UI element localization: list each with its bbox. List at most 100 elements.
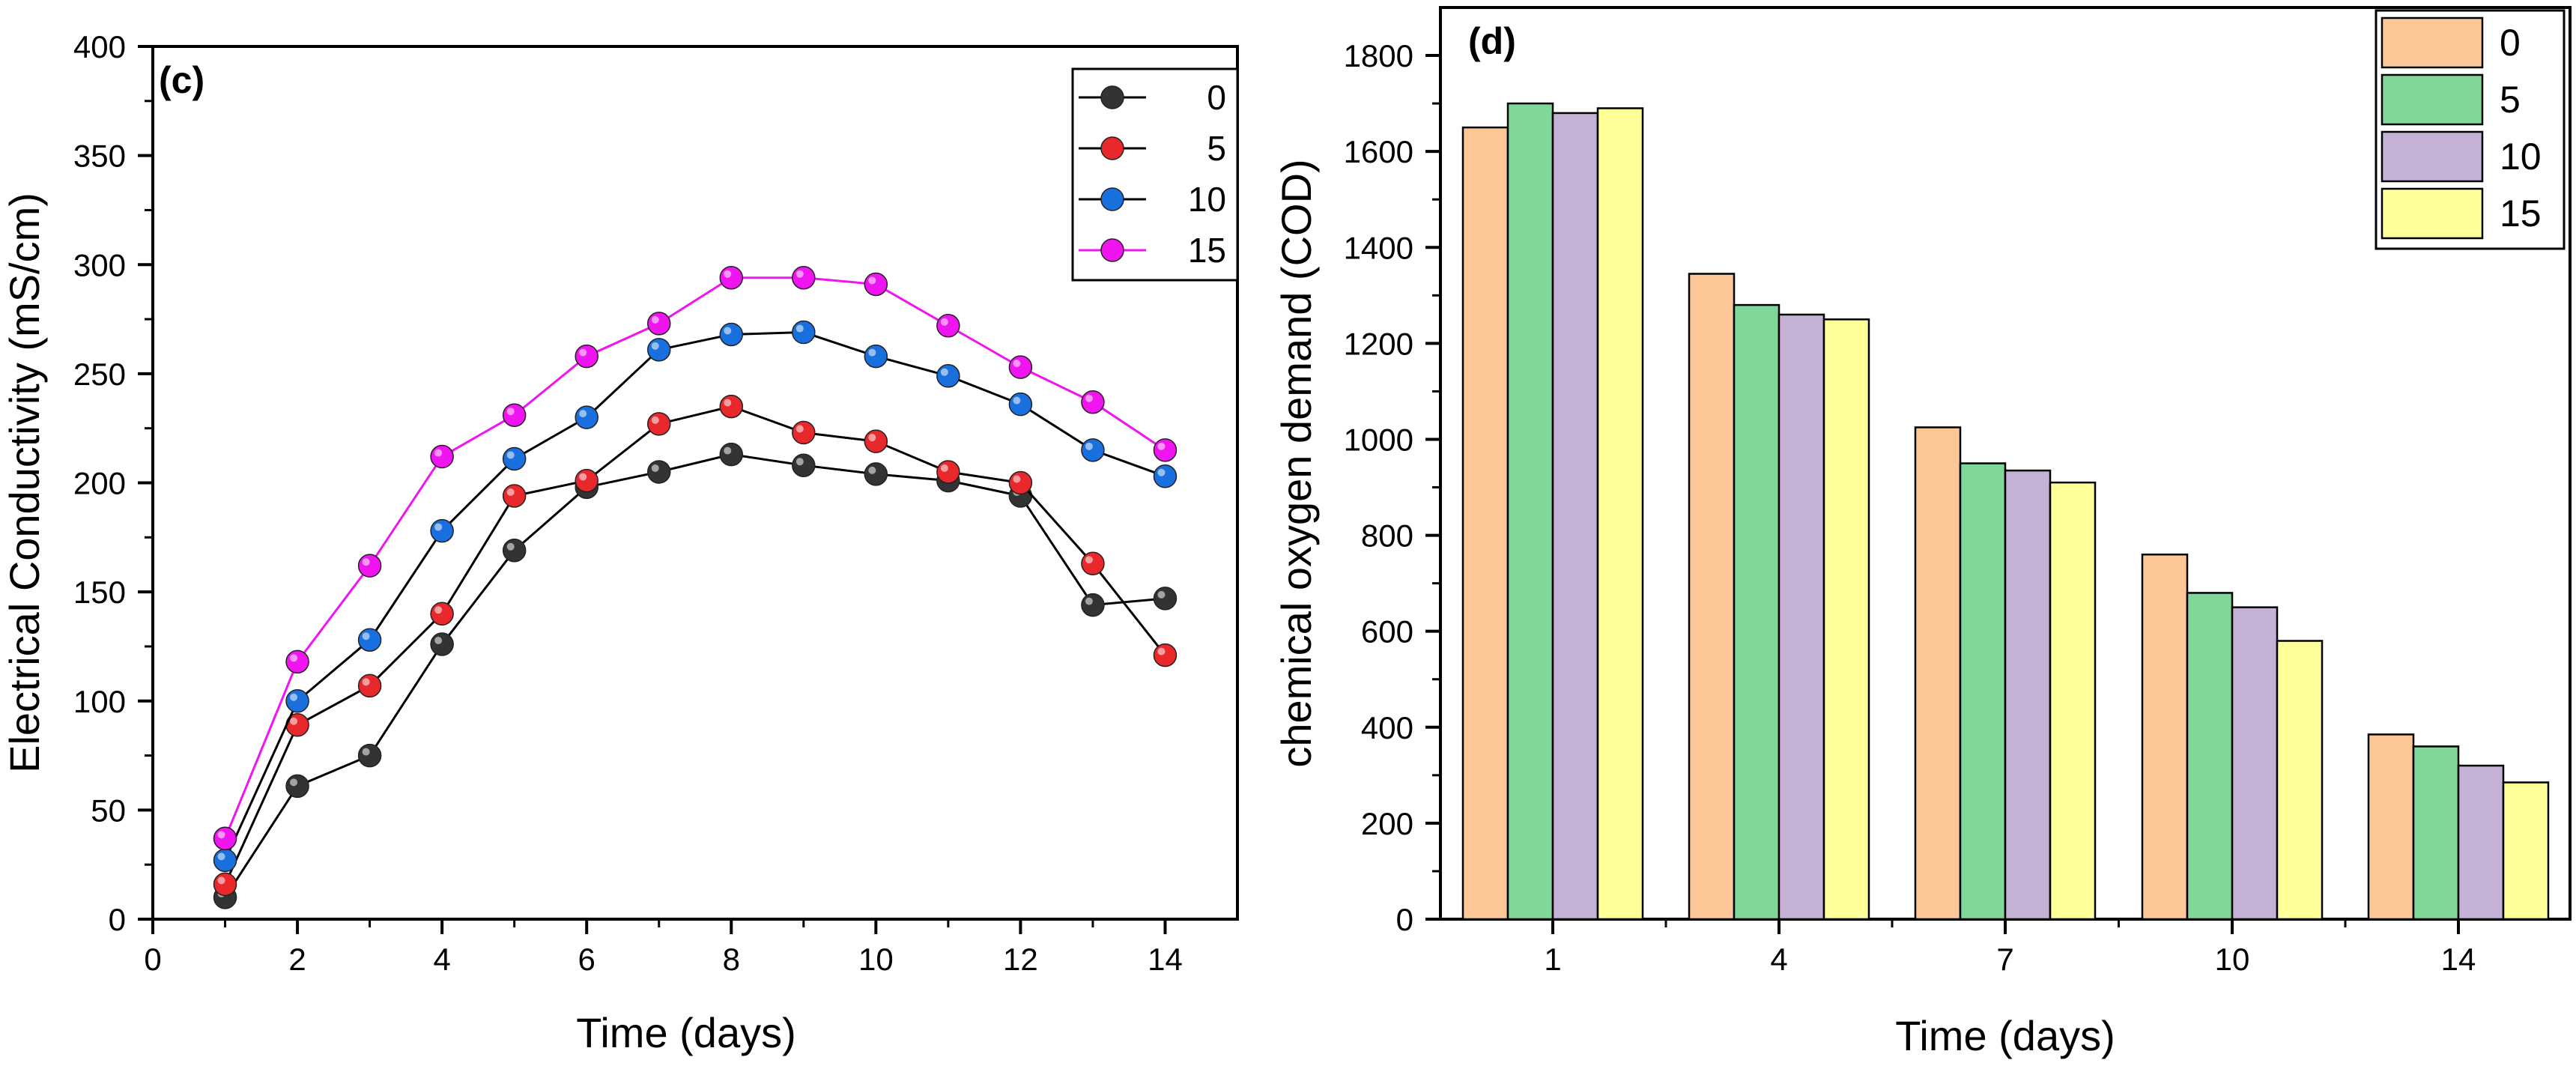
bar-5-14: [2412, 745, 2460, 921]
data-point-highlight-c: [1013, 396, 1021, 405]
x-axis-label-c: Time (days): [576, 1009, 796, 1056]
y-tick-label-c: 150: [73, 575, 126, 610]
data-point-c-15: [213, 826, 237, 850]
data-point-highlight-c: [290, 654, 298, 662]
y-tick-label-d: 1600: [1344, 134, 1413, 169]
data-point-highlight-c: [362, 558, 370, 566]
data-point-highlight-c: [1085, 394, 1093, 402]
data-point-highlight-c: [1157, 647, 1166, 655]
data-point-highlight-c: [362, 748, 370, 756]
bar-5-4: [1733, 303, 1781, 921]
y-tick-label-d: 1000: [1344, 422, 1413, 457]
bar-0-10: [2141, 553, 2189, 921]
data-point-highlight-c: [868, 466, 876, 474]
y-tick-label-d: 600: [1361, 614, 1413, 649]
legend-marker-c: [1100, 187, 1124, 211]
data-point-highlight-c: [1085, 556, 1093, 564]
data-point-highlight-c: [940, 318, 948, 326]
data-point-c-10: [285, 689, 309, 713]
x-tick-label-c: 4: [433, 942, 450, 977]
bar-15-14: [2502, 781, 2550, 921]
data-point-c-15: [1153, 438, 1178, 462]
series-line-c-10: [224, 331, 1166, 861]
data-point-c-15: [936, 314, 960, 338]
data-point-highlight-c: [1013, 475, 1021, 483]
bar-10-1: [1551, 112, 1599, 921]
data-point-c-10: [213, 848, 237, 873]
y-tick-label-c: 350: [73, 139, 126, 174]
y-tick-label-c: 0: [109, 902, 126, 937]
data-point-c-5: [864, 429, 888, 453]
data-point-highlight-c: [724, 270, 732, 278]
data-point-highlight-c: [506, 451, 515, 459]
data-point-c-5: [792, 420, 816, 445]
data-point-highlight-c: [795, 458, 804, 466]
data-point-c-10: [936, 364, 960, 388]
data-point-c-5: [1008, 470, 1033, 495]
bar-15-1: [1596, 107, 1644, 921]
data-point-highlight-c: [651, 416, 659, 424]
y-tick-label-d: 1200: [1344, 326, 1413, 361]
data-point-highlight-c: [434, 606, 443, 614]
data-point-highlight-c: [506, 408, 515, 416]
data-point-highlight-c: [579, 473, 587, 481]
data-point-c-15: [792, 265, 816, 290]
y-tick-label-c: 300: [73, 247, 126, 282]
legend-box-c: [1071, 67, 1239, 282]
data-point-c-15: [646, 312, 671, 336]
data-point-highlight-c: [940, 464, 948, 472]
panel-label-d: (d): [1468, 20, 1516, 62]
data-point-highlight-c: [795, 324, 804, 333]
data-point-c-15: [285, 649, 309, 674]
legend-swatch-d: [2380, 130, 2484, 183]
data-point-c-10: [719, 322, 744, 347]
data-point-highlight-c: [434, 637, 443, 645]
data-point-c-0: [864, 462, 888, 486]
data-point-c-0: [719, 442, 744, 467]
legend-label-c: 0: [1207, 78, 1226, 117]
data-point-highlight-c: [217, 831, 225, 839]
legend-marker-c: [1100, 85, 1124, 109]
legend-label-d: 5: [2500, 79, 2521, 121]
y-tick-label-d: 1800: [1344, 38, 1413, 73]
data-point-c-5: [646, 412, 671, 436]
data-point-c-15: [575, 344, 598, 369]
data-point-c-10: [792, 320, 816, 345]
bar-15-7: [2049, 481, 2097, 921]
data-point-highlight-c: [362, 632, 370, 640]
data-point-highlight-c: [724, 327, 732, 335]
y-tick-label-c: 100: [73, 684, 126, 719]
y-tick-label-d: 1400: [1344, 230, 1413, 265]
data-point-highlight-c: [1157, 442, 1166, 450]
x-tick-label-c: 12: [1003, 942, 1038, 977]
bar-10-7: [2004, 469, 2052, 921]
legend-marker-c: [1100, 136, 1124, 160]
data-point-highlight-c: [651, 342, 659, 350]
series-line-c-15: [224, 276, 1166, 839]
data-point-highlight-c: [217, 853, 225, 861]
legend-label-c: 10: [1188, 180, 1226, 219]
data-point-highlight-c: [1157, 468, 1166, 476]
x-tick-label-d: 4: [1770, 942, 1787, 977]
data-point-c-0: [430, 632, 454, 656]
bar-5-7: [1959, 462, 2007, 921]
data-point-c-5: [502, 484, 527, 508]
x-tick-label-c: 8: [723, 942, 740, 977]
legend-label-d: 0: [2500, 22, 2521, 64]
data-point-c-5: [1153, 643, 1178, 667]
data-point-c-15: [864, 272, 888, 297]
data-point-highlight-c: [579, 348, 587, 357]
y-tick-label-d: 200: [1361, 806, 1413, 841]
bar-0-4: [1688, 273, 1736, 921]
bar-15-4: [1822, 318, 1870, 921]
data-point-c-10: [357, 628, 382, 652]
legend-swatch-d: [2380, 187, 2484, 240]
x-tick-label-c: 10: [858, 942, 894, 977]
bar-0-7: [1914, 426, 1962, 921]
data-point-c-10: [1153, 464, 1178, 488]
x-tick-label-c: 14: [1148, 942, 1183, 977]
data-point-c-0: [502, 539, 527, 563]
data-point-c-0: [285, 774, 309, 799]
